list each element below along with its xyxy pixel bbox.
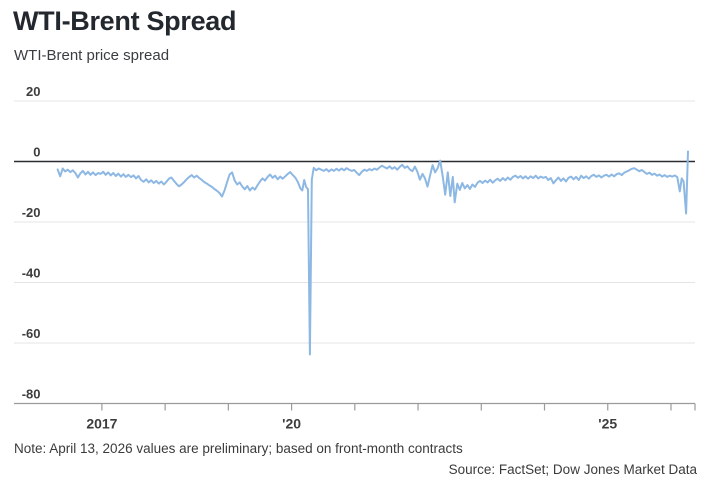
- x-tick-label: 2017: [86, 416, 117, 432]
- chart-subtitle: WTI-Brent price spread: [14, 47, 170, 64]
- y-tick-label: -40: [22, 266, 41, 281]
- spread-line: [56, 150, 689, 356]
- x-tick-label: '25: [598, 416, 617, 432]
- x-tick-label: '20: [282, 416, 301, 432]
- footnote: Note: April 13, 2026 values are prelimin…: [14, 441, 463, 456]
- y-tick-label: 0: [33, 145, 40, 160]
- y-tick-label: -60: [22, 326, 41, 341]
- source-credit: Source: FactSet; Dow Jones Market Data: [448, 462, 697, 477]
- y-tick-label: -80: [22, 387, 41, 402]
- page-title: WTI-Brent Spread: [13, 6, 237, 36]
- y-tick-label: 20: [26, 85, 40, 99]
- y-tick-label: -20: [22, 205, 41, 220]
- chart-svg: 20 0 -20 -40 -60 -80 2017 '20 '25: [14, 85, 696, 432]
